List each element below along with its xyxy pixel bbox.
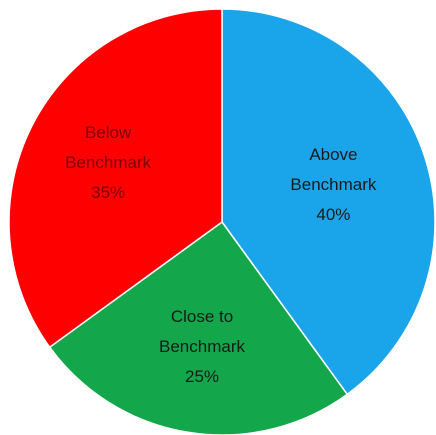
pie-slice-label-line: Benchmark [290, 175, 376, 194]
pie-slice-0 [221, 8, 436, 396]
pie-slice-label-line: Close to [171, 308, 233, 327]
pie-slice-label-1: Close to Benchmark 25% [159, 308, 245, 387]
pie-slice-label-line: 40% [316, 205, 350, 224]
pie-slice-label-line: Below [85, 123, 132, 142]
pie-slice-label-line: 25% [185, 368, 219, 387]
pie-slice-1 [48, 220, 349, 435]
pie-slice-2 [8, 8, 223, 349]
pie-slice-label-line: 35% [91, 183, 125, 202]
pie-slice-label-line: Benchmark [159, 338, 245, 357]
pie-slice-label-line: Benchmark [65, 153, 151, 172]
pie-slice-label-line: Above [309, 145, 357, 164]
pie-slice-label-2: Below Benchmark 35% [65, 123, 151, 202]
pie-slice-label-0: Above Benchmark 40% [290, 145, 376, 224]
